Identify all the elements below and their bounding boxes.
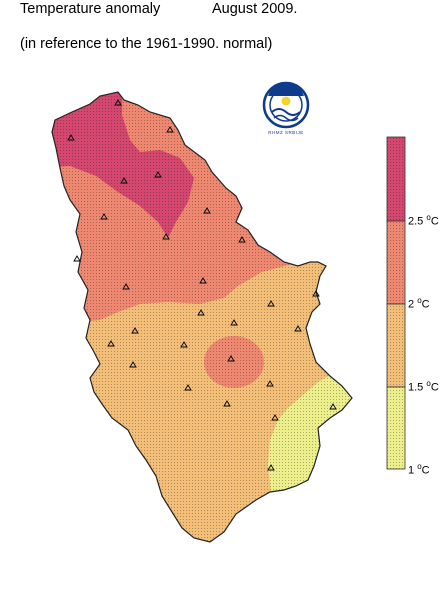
sun-icon (281, 96, 291, 106)
station-marker (184, 384, 192, 391)
logo-wave-icon (271, 108, 301, 116)
station-marker (230, 319, 238, 326)
rhmz-logo: RHMZ SRBIJE (262, 81, 310, 135)
logo-cloud-icon (268, 84, 304, 96)
station-marker (131, 327, 139, 334)
station-marker (267, 464, 275, 471)
map-subtitle: (in reference to the 1961-1990. normal) (20, 36, 273, 52)
station-marker (107, 340, 115, 347)
station-marker (238, 236, 246, 243)
station-marker (100, 213, 108, 220)
station-marker (197, 309, 205, 316)
legend-tick-1-5: 1.5 oC (408, 379, 439, 394)
station-marker (329, 403, 337, 410)
station-marker (199, 277, 207, 284)
station-marker (294, 325, 302, 332)
map-date: August 2009. (212, 1, 298, 17)
station-marker (271, 414, 279, 421)
station-marker (154, 171, 162, 178)
station-marker (120, 177, 128, 184)
station-marker (267, 300, 275, 307)
station-marker (203, 207, 211, 214)
legend-tick-2: 2 oC (408, 296, 430, 311)
station-marker (67, 134, 75, 141)
station-marker (129, 361, 137, 368)
map-title: Temperature anomaly (20, 1, 161, 17)
weather-stations (67, 99, 337, 471)
station-marker (266, 380, 274, 387)
station-marker (223, 400, 231, 407)
station-marker (312, 290, 320, 297)
station-marker (73, 255, 81, 262)
station-marker (180, 341, 188, 348)
legend-tick-1: 1 oC (408, 462, 430, 477)
station-marker (166, 126, 174, 133)
legend-colorbar (386, 136, 406, 470)
station-marker (162, 233, 170, 240)
station-marker (227, 355, 235, 362)
logo-caption: RHMZ SRBIJE (268, 130, 304, 135)
legend-tick-2-5: 2.5 oC (408, 213, 439, 228)
station-marker (122, 283, 130, 290)
station-marker (114, 99, 122, 106)
